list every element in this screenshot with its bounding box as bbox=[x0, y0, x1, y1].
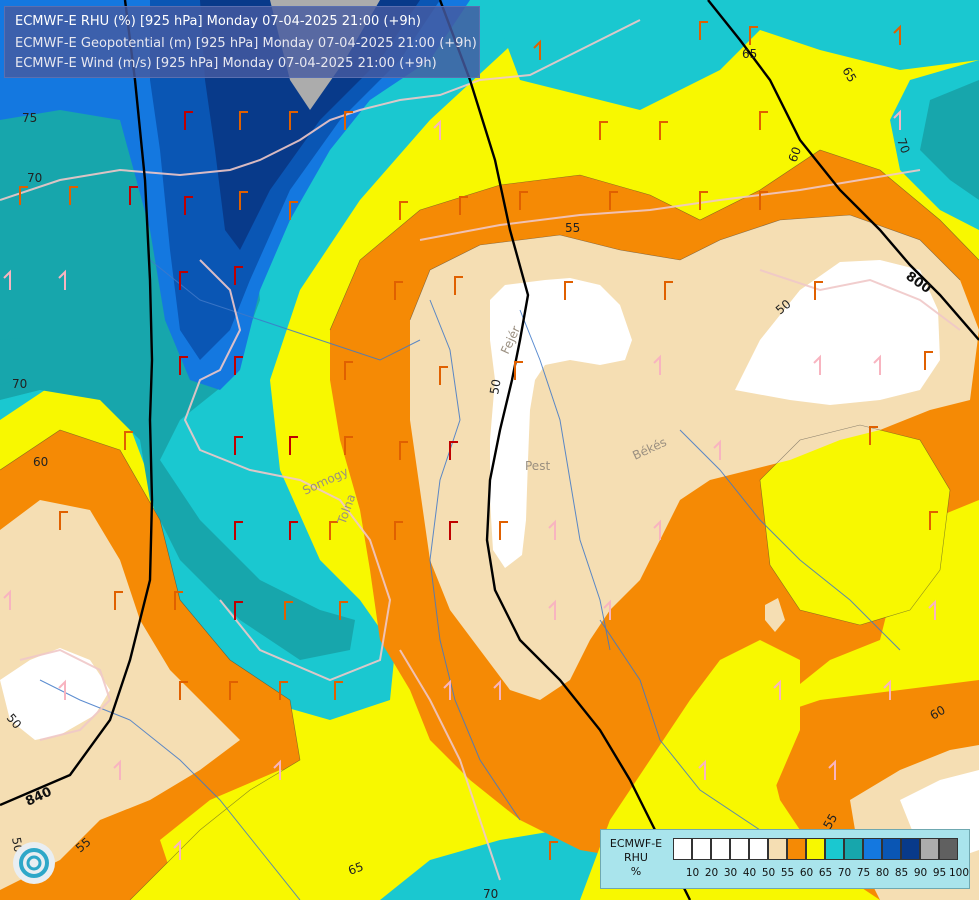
label-70b: 70 bbox=[12, 377, 27, 391]
label-75: 75 bbox=[22, 111, 37, 125]
rhu-legend: ECMWF-E RHU % 10 20 30 40 50 55 60 65 70 75 80 85 90… bbox=[600, 829, 970, 889]
rhu-70-north bbox=[490, 0, 979, 110]
legend-label: 40 bbox=[742, 867, 757, 879]
label-70: 70 bbox=[27, 171, 42, 185]
label-65: 65 bbox=[742, 47, 757, 61]
legend-title: ECMWF-E RHU % bbox=[607, 837, 665, 879]
legend-label: 95 bbox=[932, 867, 947, 879]
rhu-65-sw bbox=[160, 770, 360, 900]
rhu-75-nw-small bbox=[0, 338, 30, 385]
legend-label: 30 bbox=[723, 867, 738, 879]
legend-model: ECMWF-E bbox=[609, 837, 663, 850]
legend-swatch bbox=[673, 838, 692, 860]
legend-label: 80 bbox=[875, 867, 890, 879]
ecmwf-logo-icon bbox=[13, 842, 55, 884]
label-60: 60 bbox=[33, 455, 48, 469]
legend-label: 70 bbox=[837, 867, 852, 879]
rhu-50-sw bbox=[0, 648, 110, 740]
geo-800-line bbox=[707, 0, 979, 341]
legend-swatch bbox=[749, 838, 768, 860]
legend-swatch bbox=[730, 838, 749, 860]
legend-label: 75 bbox=[856, 867, 871, 879]
legend-swatch bbox=[920, 838, 939, 860]
legend-label: 20 bbox=[704, 867, 719, 879]
legend-label: 100 bbox=[949, 867, 970, 879]
rhu-70-south bbox=[380, 830, 620, 900]
map-title-box: ECMWF-E RHU (%) [925 hPa] Monday 07-04-2… bbox=[4, 6, 480, 78]
title-wind: ECMWF-E Wind (m/s) [925 hPa] Monday 07-0… bbox=[15, 56, 437, 71]
legend-swatch bbox=[692, 838, 711, 860]
rhu-75-west bbox=[0, 90, 355, 660]
legend-swatch bbox=[825, 838, 844, 860]
rhu-75-ne bbox=[920, 80, 979, 200]
legend-swatch bbox=[901, 838, 920, 860]
rivers bbox=[39, 259, 901, 900]
rhu-55-small bbox=[765, 598, 785, 632]
legend-swatch bbox=[806, 838, 825, 860]
legend-label: 55 bbox=[780, 867, 795, 879]
label-60c: 60 bbox=[928, 703, 948, 723]
rhu-50-central bbox=[490, 278, 632, 568]
legend-label: 50 bbox=[761, 867, 776, 879]
rhu-50-ne bbox=[735, 260, 940, 405]
legend-swatch bbox=[863, 838, 882, 860]
wind-barbs bbox=[3, 21, 938, 860]
place-pest: Pest bbox=[525, 459, 550, 473]
legend-label: 65 bbox=[818, 867, 833, 879]
legend-label: 85 bbox=[894, 867, 909, 879]
label-60b: 60 bbox=[786, 145, 804, 164]
title-rhu: ECMWF-E RHU (%) [925 hPa] Monday 07-04-2… bbox=[15, 14, 421, 29]
title-geopotential: ECMWF-E Geopotential (m) [925 hPa] Monda… bbox=[15, 36, 477, 51]
label-65b: 65 bbox=[839, 65, 859, 85]
rhu-55-sw bbox=[0, 500, 240, 890]
legend-swatch bbox=[787, 838, 806, 860]
legend-swatch bbox=[882, 838, 901, 860]
label-65c: 65 bbox=[346, 859, 365, 877]
legend-swatch bbox=[844, 838, 863, 860]
legend-swatch bbox=[768, 838, 787, 860]
geo-820-line bbox=[438, 0, 692, 900]
geo-840-line bbox=[0, 0, 154, 807]
contour-label-group: 75 70 70 60 50 50 50 55 55 55 65 65 60 7… bbox=[4, 47, 948, 900]
label-55c: 55 bbox=[820, 811, 840, 831]
label-55: 55 bbox=[565, 221, 580, 235]
legend-label: 10 bbox=[685, 867, 700, 879]
label-50a: 50 bbox=[487, 378, 503, 395]
rhu-65-ring-east bbox=[760, 425, 950, 625]
legend-swatch bbox=[711, 838, 730, 860]
legend-unit: % bbox=[630, 865, 642, 878]
label-70d: 70 bbox=[483, 887, 498, 900]
legend-swatch bbox=[939, 838, 958, 860]
legend-variable: RHU bbox=[624, 851, 648, 864]
legend-label: 90 bbox=[913, 867, 928, 879]
label-70c: 70 bbox=[894, 136, 912, 155]
legend-label: 60 bbox=[799, 867, 814, 879]
